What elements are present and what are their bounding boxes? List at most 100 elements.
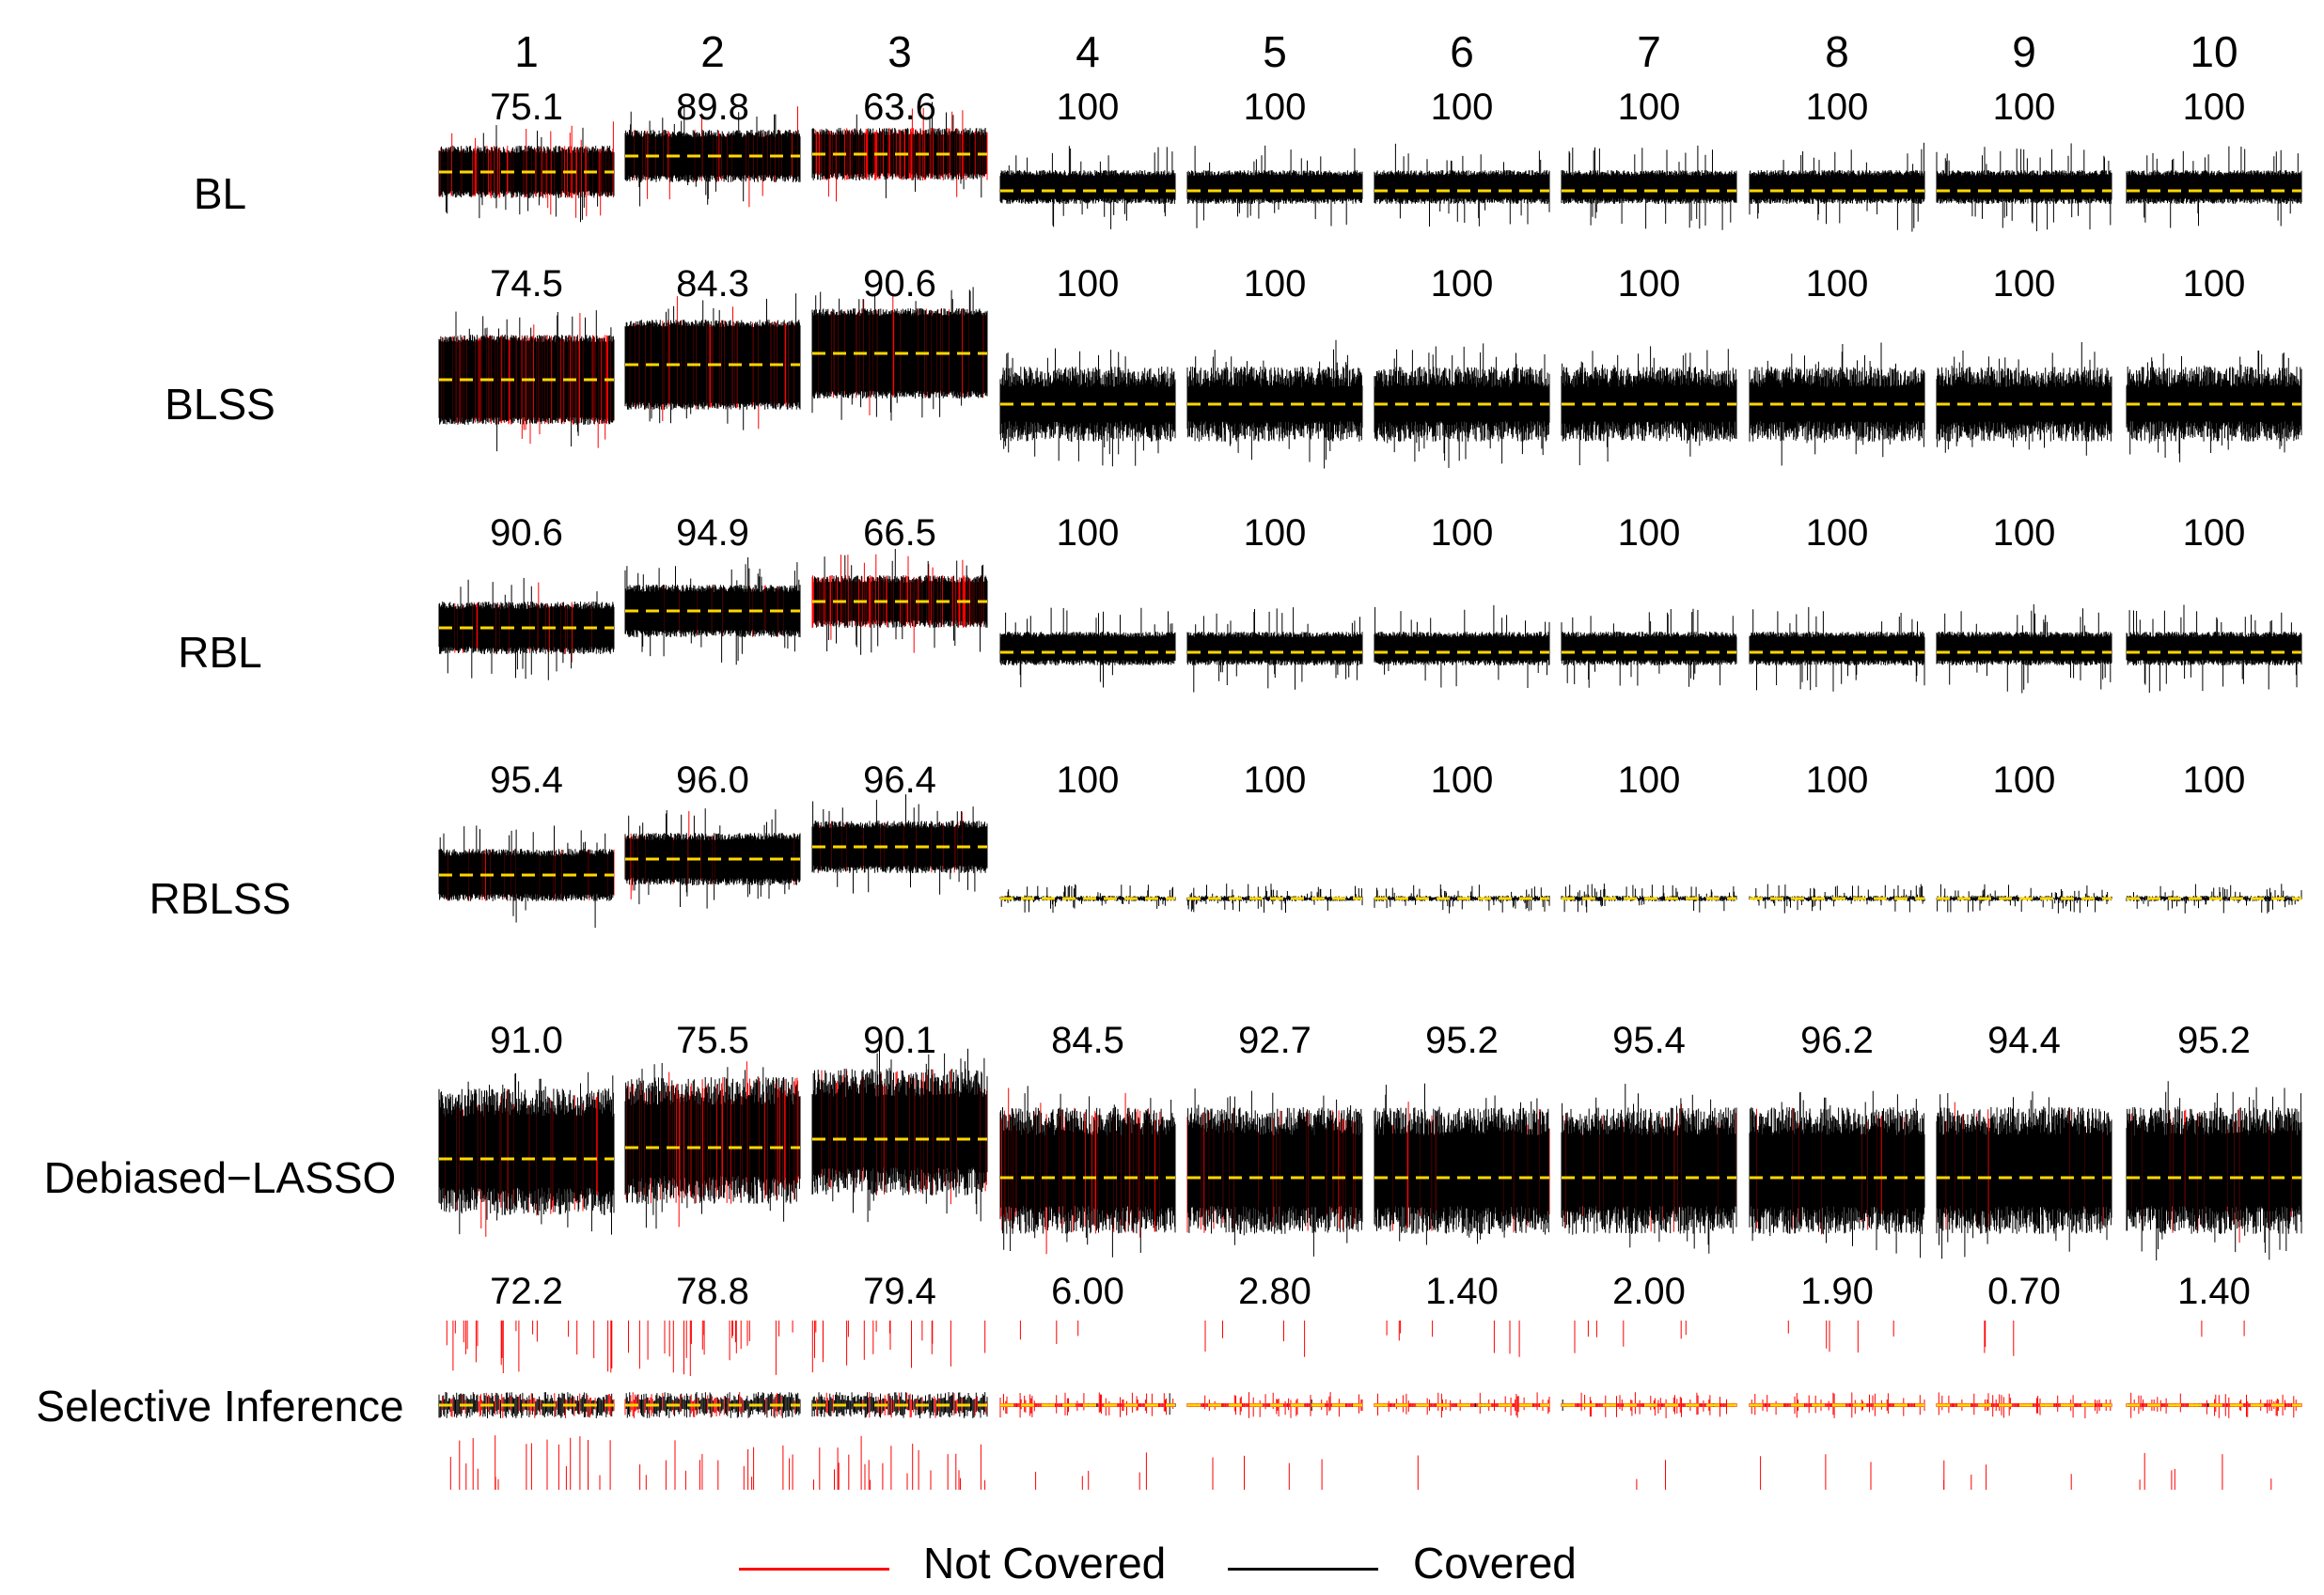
legend-label-covered: Covered xyxy=(1413,1539,1577,1587)
covered-intervals-r0-c8 xyxy=(1936,143,2112,231)
interval-panel-r2-c3 xyxy=(999,607,1176,688)
covered-intervals-r2-c7 xyxy=(1749,606,1925,692)
interval-panel-r4-c2 xyxy=(811,1042,988,1223)
interval-panel-r5-c7 xyxy=(1749,1321,1925,1490)
interval-panel-r3-c9 xyxy=(2126,884,2302,914)
coverage-value-r5-c3: 6.00 xyxy=(1051,1271,1124,1312)
interval-panel-r1-c8 xyxy=(1936,342,2112,456)
interval-panel-r2-c4 xyxy=(1186,607,1363,693)
interval-panel-r3-c2 xyxy=(811,794,988,895)
interval-panel-r5-c8 xyxy=(1936,1321,2112,1490)
interval-panel-r0-c5 xyxy=(1374,143,1550,227)
coverage-value-r4-c7: 96.2 xyxy=(1800,1020,1874,1061)
interval-panel-r4-c1 xyxy=(624,1061,801,1229)
coverage-value-r2-c9: 100 xyxy=(2182,512,2246,554)
interval-panel-r5-c1 xyxy=(624,1321,801,1490)
interval-panel-r1-c7 xyxy=(1749,342,1925,466)
coverage-value-r2-c8: 100 xyxy=(1992,512,2056,554)
coverage-value-r4-c6: 95.4 xyxy=(1612,1020,1686,1061)
column-header-8: 8 xyxy=(1825,27,1849,76)
legend-line-covered xyxy=(1228,1568,1378,1571)
interval-panel-r3-c1 xyxy=(624,808,801,909)
covered-intervals-r2-c6 xyxy=(1561,608,1737,688)
column-header-6: 6 xyxy=(1450,27,1474,76)
row-label-4: Debiased−LASSO xyxy=(43,1153,397,1202)
interval-panel-r3-c4 xyxy=(1186,884,1363,914)
coverage-value-r1-c8: 100 xyxy=(1992,263,2056,305)
column-header-10: 10 xyxy=(2190,27,2238,76)
legend-line-not-covered xyxy=(739,1568,889,1571)
covered-intervals-r4-c9 xyxy=(2126,1081,2302,1261)
covered-intervals-r4-c6 xyxy=(1561,1084,1737,1254)
covered-intervals-r1-c3 xyxy=(999,348,1176,467)
column-header-5: 5 xyxy=(1263,27,1287,76)
coverage-value-r4-c3: 84.5 xyxy=(1051,1020,1124,1061)
interval-panel-r2-c8 xyxy=(1936,603,2112,694)
covered-intervals-r2-c3 xyxy=(999,607,1176,688)
coverage-value-r4-c4: 92.7 xyxy=(1238,1020,1311,1061)
column-header-4: 4 xyxy=(1076,27,1100,76)
coverage-value-r5-c0: 72.2 xyxy=(490,1271,563,1312)
coverage-value-r1-c1: 84.3 xyxy=(676,263,749,305)
interval-panel-r5-c9 xyxy=(2126,1321,2302,1490)
interval-panel-r0-c8 xyxy=(1936,143,2112,231)
coverage-value-r1-c7: 100 xyxy=(1805,263,1869,305)
coverage-value-r2-c2: 66.5 xyxy=(863,512,936,554)
covered-intervals-r0-c5 xyxy=(1374,143,1550,227)
covered-intervals-r1-c8 xyxy=(1936,342,2112,456)
coverage-value-r3-c1: 96.0 xyxy=(676,759,749,801)
row-label-3: RBLSS xyxy=(149,874,291,923)
interval-panel-r2-c1 xyxy=(624,557,801,665)
interval-panel-r3-c5 xyxy=(1374,884,1550,914)
column-header-2: 2 xyxy=(700,27,725,76)
interval-panel-r0-c9 xyxy=(2126,146,2302,228)
coverage-value-r0-c1: 89.8 xyxy=(676,86,749,128)
covered-intervals-r4-c5 xyxy=(1374,1083,1549,1245)
covered-intervals-r0-c6 xyxy=(1561,145,1737,230)
not-covered-intervals-r4-c1 xyxy=(625,1061,800,1228)
column-header-9: 9 xyxy=(2012,27,2036,76)
legend-label-not-covered: Not Covered xyxy=(923,1539,1167,1587)
covered-intervals-r1-c5 xyxy=(1374,343,1550,468)
coverage-value-r1-c9: 100 xyxy=(2182,263,2246,305)
interval-panel-r1-c0 xyxy=(438,310,615,452)
covered-intervals-r2-c5 xyxy=(1374,604,1550,688)
interval-panel-r0-c0 xyxy=(438,121,615,223)
covered-intervals-r4-c3 xyxy=(999,1086,1176,1258)
covered-intervals-r1-c9 xyxy=(2126,350,2302,462)
interval-panel-r3-c6 xyxy=(1561,884,1737,913)
interval-panel-r1-c2 xyxy=(811,287,988,421)
interval-panel-r0-c6 xyxy=(1561,145,1737,230)
coverage-value-r2-c1: 94.9 xyxy=(676,512,749,554)
interval-panel-r4-c9 xyxy=(2126,1081,2302,1261)
coverage-value-r4-c8: 94.4 xyxy=(1987,1020,2061,1061)
interval-panel-r2-c2 xyxy=(811,549,988,655)
interval-panel-r2-c7 xyxy=(1749,606,1925,692)
coverage-value-r2-c6: 100 xyxy=(1617,512,1681,554)
coverage-value-r5-c6: 2.00 xyxy=(1612,1271,1686,1312)
coverage-value-r4-c5: 95.2 xyxy=(1425,1020,1499,1061)
interval-panel-r4-c0 xyxy=(438,1071,615,1237)
interval-panel-r2-c6 xyxy=(1561,608,1737,688)
covered-intervals-r4-c0 xyxy=(438,1071,615,1235)
interval-panel-r4-c5 xyxy=(1374,1083,1550,1245)
covered-intervals-r4-c7 xyxy=(1749,1090,1925,1259)
interval-panel-r5-c3 xyxy=(999,1321,1176,1490)
coverage-value-r3-c4: 100 xyxy=(1243,759,1307,801)
interval-panel-r5-c5 xyxy=(1374,1321,1550,1490)
coverage-value-r3-c3: 100 xyxy=(1056,759,1120,801)
coverage-value-r0-c2: 63.6 xyxy=(863,86,936,128)
interval-panel-r5-c4 xyxy=(1186,1321,1363,1490)
coverage-value-r2-c4: 100 xyxy=(1243,512,1307,554)
covered-intervals-r1-c1 xyxy=(624,293,801,430)
coverage-value-r1-c5: 100 xyxy=(1430,263,1494,305)
coverage-value-r5-c5: 1.40 xyxy=(1425,1271,1499,1312)
coverage-value-r3-c2: 96.4 xyxy=(863,759,936,801)
coverage-value-r0-c8: 100 xyxy=(1992,86,2056,128)
interval-panel-r3-c8 xyxy=(1936,884,2112,914)
interval-panel-r1-c9 xyxy=(2126,350,2302,462)
coverage-value-r0-c0: 75.1 xyxy=(490,86,563,128)
covered-intervals-r0-c9 xyxy=(2126,146,2302,228)
coverage-value-r3-c0: 95.4 xyxy=(490,759,563,801)
